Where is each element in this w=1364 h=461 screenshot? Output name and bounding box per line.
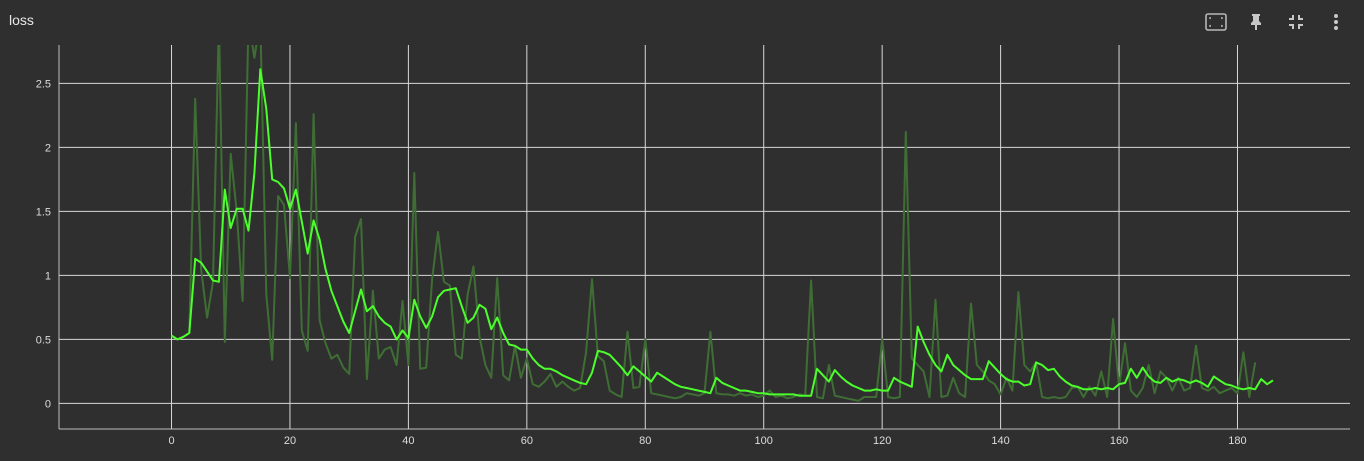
x-tick-label: 40 [402, 435, 414, 447]
x-tick-label: 60 [521, 435, 533, 447]
y-tick-label: 0 [45, 398, 51, 410]
x-tick-label: 140 [991, 435, 1009, 447]
exit-fullscreen-button[interactable] [1276, 8, 1316, 36]
x-tick-label: 80 [639, 435, 651, 447]
fit-domain-icon [1205, 13, 1227, 31]
chart-card-title: loss [9, 12, 34, 28]
fit-domain-button[interactable] [1196, 8, 1236, 36]
x-tick-label: 20 [284, 435, 296, 447]
y-tick-label: 0.5 [36, 334, 51, 346]
more-options-button[interactable] [1316, 8, 1356, 36]
x-tick-label: 180 [1228, 435, 1246, 447]
more-vert-icon [1334, 14, 1338, 30]
exit-fullscreen-icon [1289, 15, 1303, 29]
y-tick-label: 2.5 [36, 78, 51, 90]
raw-loss-series-line [170, 45, 1257, 402]
smoothed-loss-series-line [170, 68, 1274, 397]
x-tick-label: 160 [1110, 435, 1128, 447]
pin-button[interactable] [1236, 8, 1276, 36]
y-tick-label: 1.5 [36, 206, 51, 218]
x-tick-label: 120 [873, 435, 891, 447]
x-tick-label: 0 [168, 435, 174, 447]
x-tick-label: 100 [755, 435, 773, 447]
pin-icon [1251, 14, 1261, 30]
y-tick-label: 1 [45, 270, 51, 282]
y-tick-label: 2 [45, 142, 51, 154]
chart-toolbar [1196, 8, 1356, 36]
